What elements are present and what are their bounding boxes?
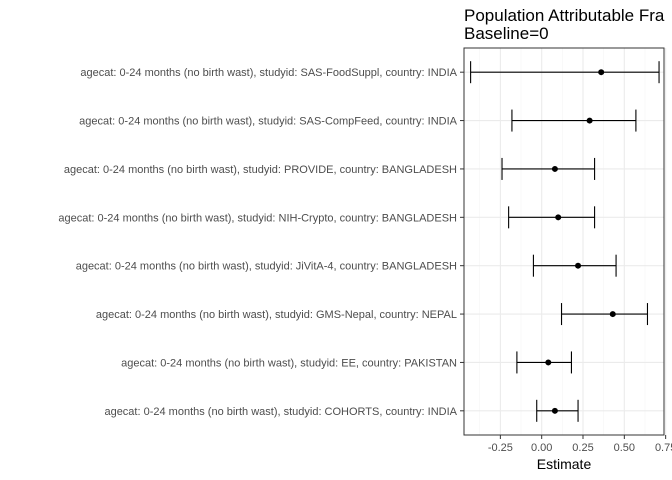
estimate-row: [470, 61, 660, 84]
data-marks: [470, 61, 660, 422]
y-tick-label: agecat: 0-24 months (no birth wast), stu…: [64, 164, 457, 176]
point-estimate: [586, 117, 593, 124]
x-tick-label: 0.25: [572, 442, 593, 454]
y-tick-label: agecat: 0-24 months (no birth wast), stu…: [76, 261, 457, 273]
x-tick-label: 0.50: [614, 442, 635, 454]
x-tick-label: 0.75: [655, 442, 672, 454]
point-estimate: [545, 359, 552, 366]
point-estimate: [598, 69, 605, 76]
panel-border: [463, 47, 665, 436]
estimate-row: [508, 206, 596, 229]
y-tick-label: agecat: 0-24 months (no birth wast), stu…: [96, 309, 457, 321]
x-tick-label: 0.00: [531, 442, 552, 454]
y-tick-label: agecat: 0-24 months (no birth wast), stu…: [80, 67, 457, 79]
y-tick-label: agecat: 0-24 months (no birth wast), stu…: [121, 357, 457, 369]
estimate-row: [532, 254, 617, 277]
y-tick-label: agecat: 0-24 months (no birth wast), stu…: [79, 116, 457, 128]
x-axis: -0.25 0.00 0.25 0.50 0.75: [488, 435, 672, 454]
point-estimate: [609, 311, 616, 318]
estimate-row: [560, 303, 649, 326]
point-estimate: [555, 214, 562, 221]
y-axis: agecat: 0-24 months (no birth wast), stu…: [58, 67, 464, 418]
plot-panel: [464, 48, 664, 435]
chart-title-line-1: Population Attributable Fra: [464, 6, 665, 25]
x-axis-title: Estimate: [537, 456, 592, 472]
chart-title-line-2: Baseline=0: [464, 24, 549, 43]
x-tick-label: -0.25: [488, 442, 513, 454]
point-estimate: [551, 165, 558, 172]
y-tick-label: agecat: 0-24 months (no birth wast), stu…: [104, 406, 457, 418]
point-estimate: [575, 262, 582, 269]
y-tick-label: agecat: 0-24 months (no birth wast), stu…: [58, 212, 457, 224]
estimate-row: [511, 109, 637, 132]
estimate-row: [536, 399, 579, 422]
estimate-row: [501, 157, 596, 180]
estimate-row: [516, 351, 572, 374]
point-estimate: [551, 407, 558, 414]
